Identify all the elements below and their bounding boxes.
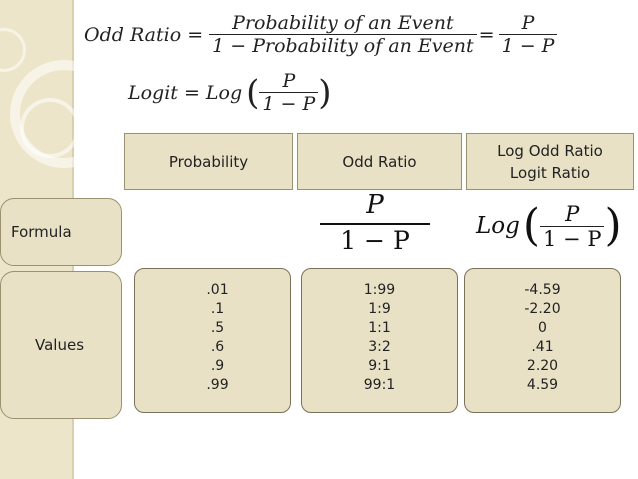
formula-denominator: 1 − P — [320, 223, 430, 257]
odd-ratio-lhs: Odd Ratio = — [84, 23, 204, 46]
log-prefix: Log — [476, 213, 520, 239]
value-cell: .6 — [210, 339, 225, 355]
p-fraction: P 1 − P — [498, 12, 558, 57]
value-cell: .01 — [206, 282, 229, 298]
log-denominator: 1 − P — [540, 225, 605, 251]
row-label-values: Values — [0, 271, 122, 419]
logit-numerator: P — [282, 70, 296, 92]
equals-sign: = — [478, 23, 495, 46]
odd-ratio-equation: Odd Ratio = Probability of an Event 1 − … — [84, 12, 558, 57]
log-odd-ratio-formula: Log ( P 1 − P ) — [476, 196, 622, 256]
value-cell: 99:1 — [363, 377, 396, 393]
formula-numerator: P — [366, 190, 384, 220]
log-odd-ratio-values: -4.59 -2.20 0 .41 2.20 4.59 — [464, 268, 621, 413]
decorative-ring — [20, 98, 80, 158]
probability-values: .01 .1 .5 .6 .9 .99 — [134, 268, 291, 413]
header-odd-ratio: Odd Ratio — [297, 133, 462, 190]
log-left-paren: ( — [522, 200, 541, 251]
value-cell: 4.59 — [526, 377, 559, 393]
logit-denominator: 1 − P — [259, 92, 319, 115]
odd-ratio-values: 1:99 1:9 1:1 3:2 9:1 99:1 — [301, 268, 458, 413]
value-cell: .5 — [210, 320, 225, 336]
log-numerator: P — [565, 201, 580, 226]
decorative-ring — [10, 60, 118, 168]
left-paren: ( — [246, 72, 260, 113]
right-paren: ) — [318, 72, 332, 113]
value-cell: .41 — [531, 339, 554, 355]
value-cell: 1:1 — [368, 320, 391, 336]
value-cell: 2.20 — [526, 358, 559, 374]
value-cell: -2.20 — [524, 301, 561, 317]
value-cell: 3:2 — [368, 339, 391, 355]
header-log-odd-ratio: Log Odd Ratio Logit Ratio — [466, 133, 634, 190]
odd-ratio-numerator: Probability of an Event — [232, 12, 454, 34]
log-fraction: P 1 − P — [540, 201, 605, 251]
value-cell: 0 — [538, 320, 547, 336]
logit-lhs: Logit = Log — [128, 81, 243, 104]
value-cell: -4.59 — [524, 282, 561, 298]
p-numerator: P — [521, 12, 535, 34]
value-cell: .1 — [210, 301, 225, 317]
value-cell: .99 — [206, 377, 229, 393]
logit-fraction: P 1 − P — [259, 70, 319, 115]
odd-ratio-denominator: 1 − Probability of an Event — [209, 34, 477, 57]
log-right-paren: ) — [604, 200, 622, 251]
odd-ratio-fraction: Probability of an Event 1 − Probability … — [209, 12, 477, 57]
odd-ratio-formula: P 1 − P — [320, 190, 430, 257]
value-cell: 1:9 — [368, 301, 391, 317]
value-cell: 1:99 — [363, 282, 396, 298]
p-denominator: 1 − P — [498, 34, 558, 57]
value-cell: .9 — [210, 358, 225, 374]
logit-equation: Logit = Log ( P 1 − P ) — [128, 70, 332, 115]
row-label-formula: Formula — [0, 198, 122, 266]
header-probability: Probability — [124, 133, 293, 190]
value-cell: 9:1 — [368, 358, 391, 374]
